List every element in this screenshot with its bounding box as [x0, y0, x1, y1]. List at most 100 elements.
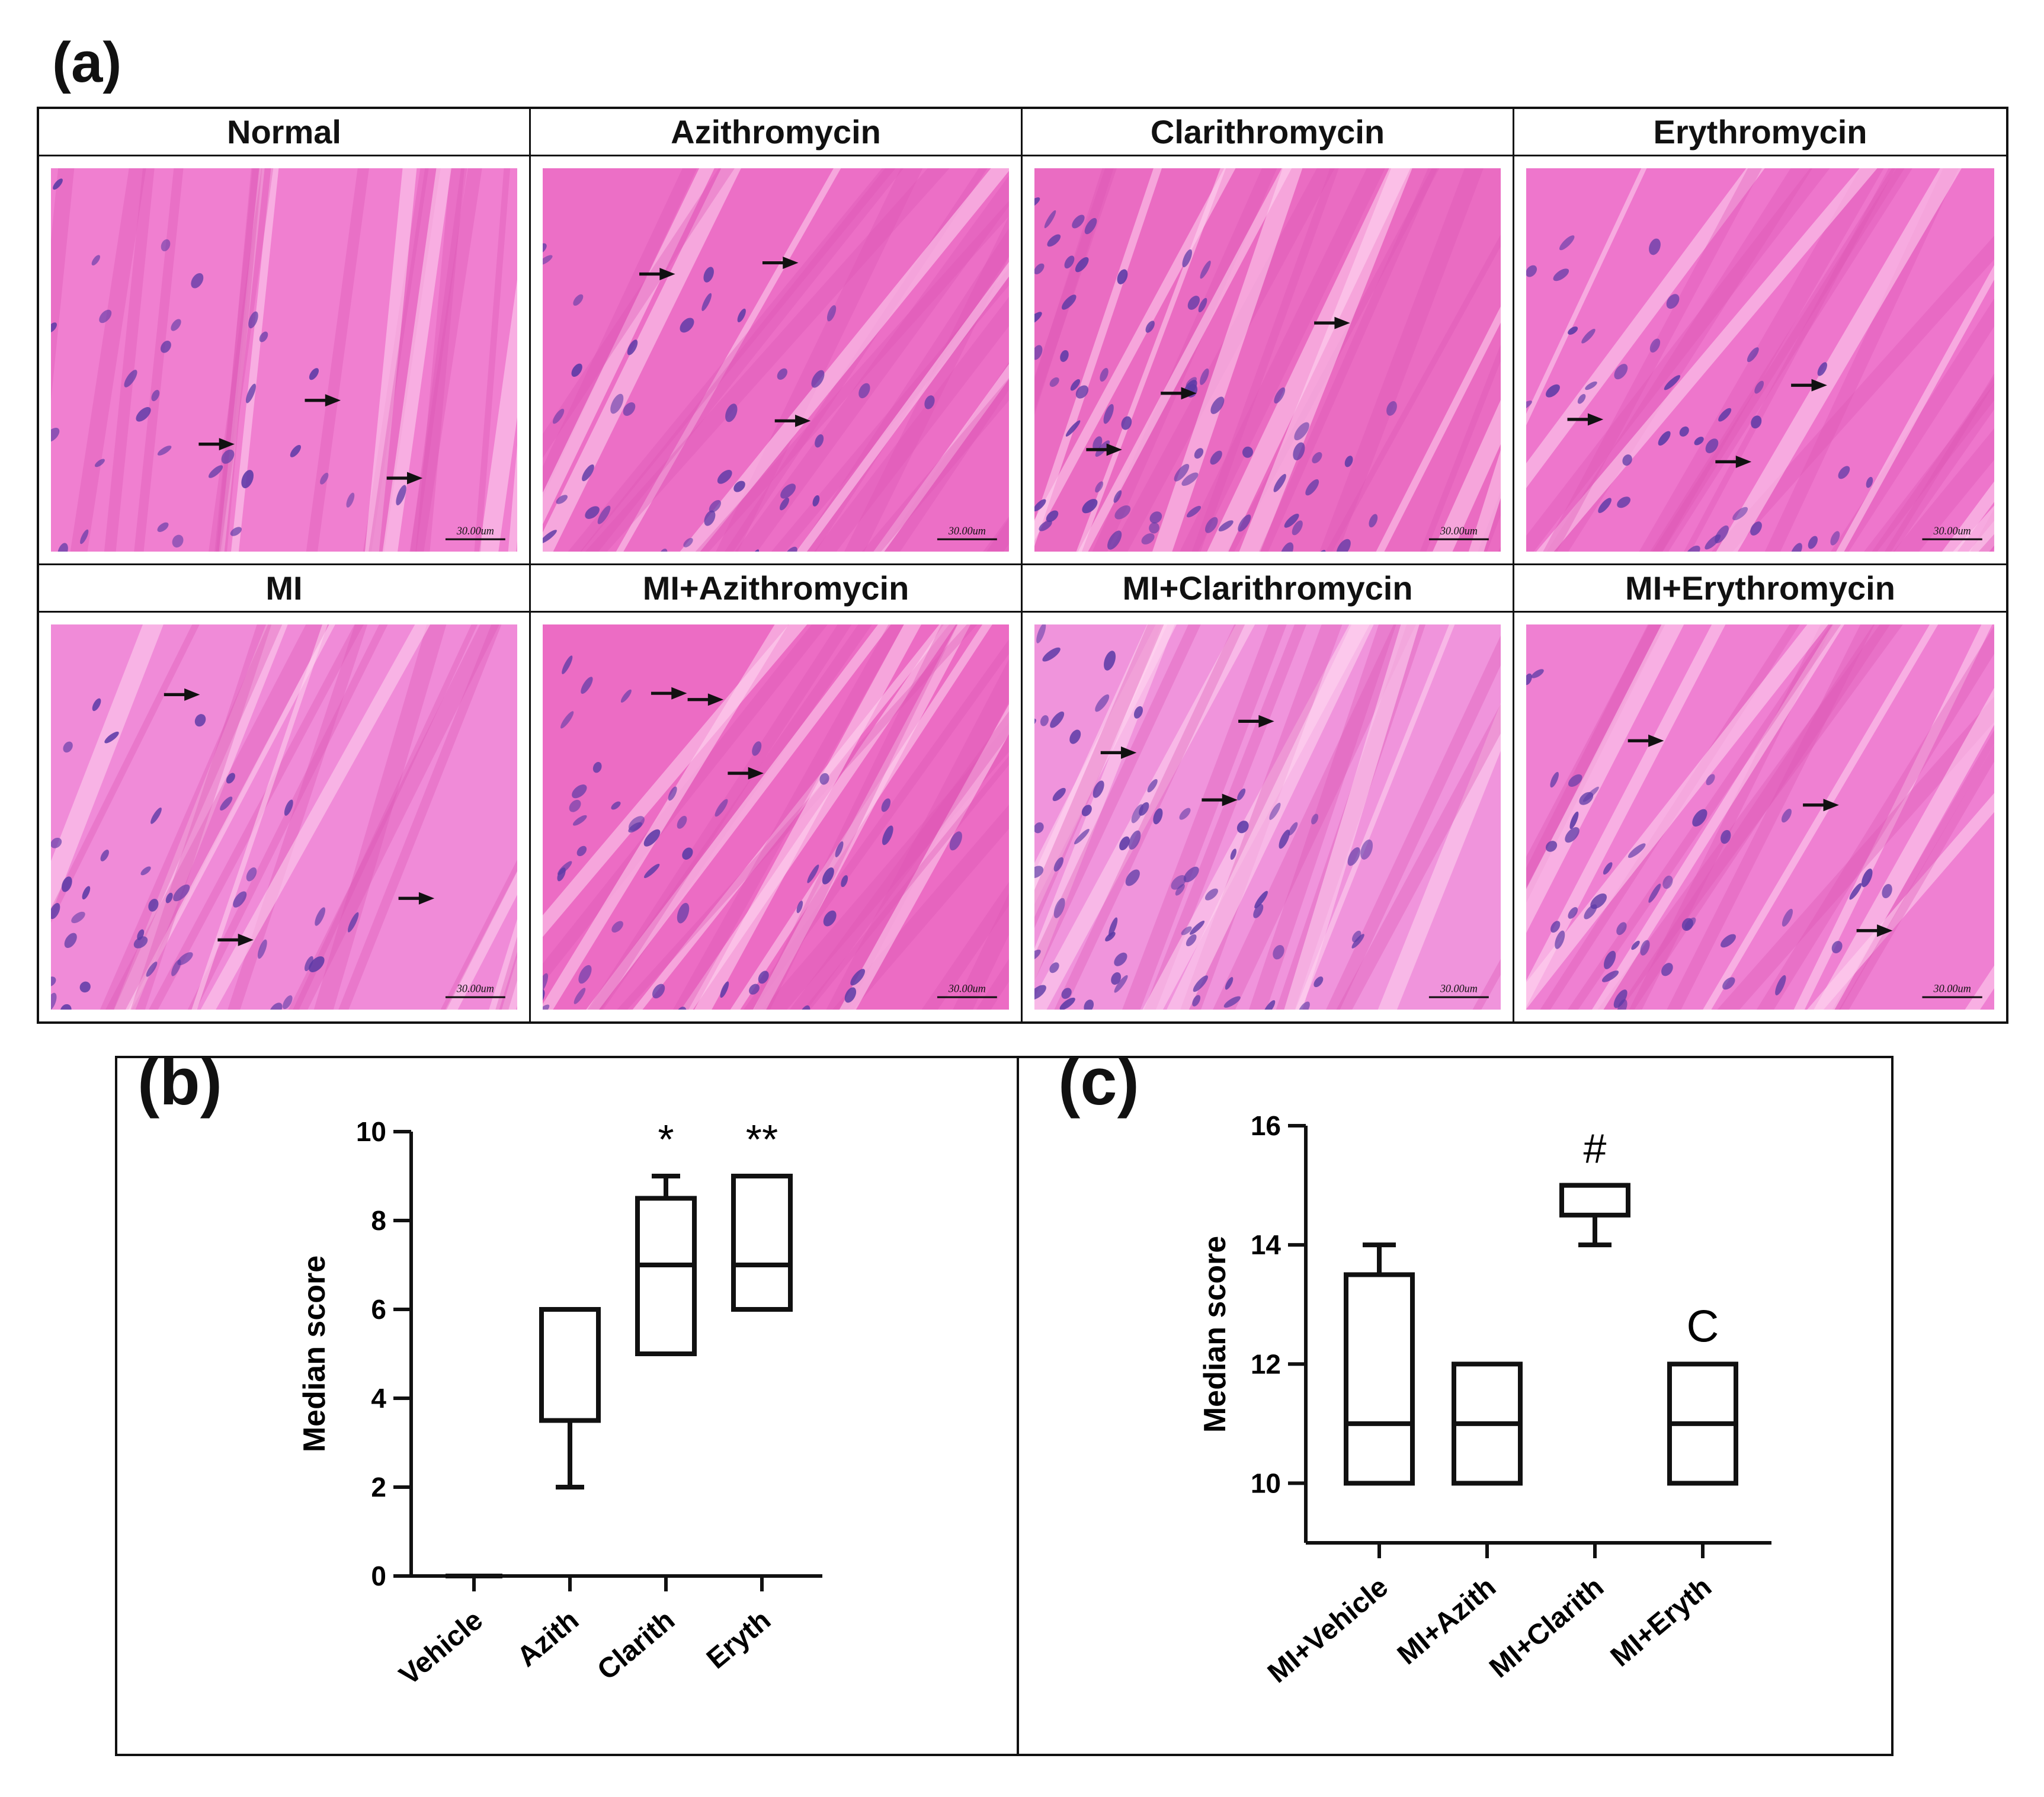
- cell-nucleus: [1722, 977, 1735, 990]
- cell-nucleus: [248, 311, 258, 329]
- cell-nucleus: [1781, 808, 1792, 823]
- tissue-fibre: [489, 919, 517, 1010]
- cell-nucleus: [1830, 531, 1840, 546]
- tissue-fibre: [134, 168, 184, 552]
- cell-nucleus: [1095, 694, 1110, 712]
- cell-nucleus: [1147, 779, 1158, 793]
- tissue-fibre: [338, 624, 502, 1010]
- cell-nucleus: [1193, 975, 1208, 992]
- cell-nucleus: [1273, 473, 1286, 492]
- tissue-fibre: [617, 624, 978, 1010]
- cell-nucleus: [1082, 499, 1098, 514]
- cell-nucleus: [1171, 875, 1187, 890]
- cell-nucleus: [1732, 507, 1748, 521]
- tissue-fibre: [814, 297, 1009, 552]
- cell-nucleus: [104, 731, 119, 744]
- cell-nucleus: [1568, 907, 1578, 919]
- micrograph-title: MI+Clarithromycin: [1023, 565, 1513, 613]
- cell-nucleus: [682, 847, 693, 860]
- cell-nucleus: [80, 529, 89, 544]
- cell-nucleus: [858, 383, 870, 399]
- tissue-fibre: [1756, 626, 1994, 1010]
- cell-nucleus: [1882, 883, 1892, 899]
- panel-b-label: (b): [137, 1045, 223, 1119]
- cell-nucleus: [208, 465, 223, 478]
- cell-nucleus: [53, 178, 63, 190]
- cell-nucleus: [1775, 975, 1786, 995]
- arrow-marker-icon: [795, 414, 811, 427]
- cell-nucleus: [137, 929, 145, 940]
- micrograph-image: 30.00um: [1526, 624, 1994, 1010]
- cell-nucleus: [1040, 715, 1049, 726]
- tissue-fibre: [844, 216, 1009, 552]
- cell-nucleus: [1198, 297, 1207, 313]
- tissue-fibre: [1814, 687, 1994, 1010]
- cell-nucleus: [1141, 533, 1155, 544]
- cell-nucleus: [1661, 963, 1673, 976]
- cell-nucleus: [1114, 505, 1131, 520]
- cell-nucleus: [623, 402, 636, 416]
- panel-a-label: (a): [52, 31, 122, 94]
- y-tick-label: 10: [356, 1116, 386, 1147]
- cell-nucleus: [62, 876, 72, 892]
- tissue-fibre: [1526, 624, 1828, 1010]
- micrograph-grid: Normal 30.00um Azithromycin 30.00um Clar…: [37, 107, 2008, 1024]
- cell-nucleus: [643, 863, 660, 879]
- cell-nucleus: [1273, 944, 1284, 960]
- y-tick-label: 2: [371, 1472, 386, 1503]
- tissue-fibre: [1526, 624, 1665, 903]
- cell-nucleus: [677, 902, 690, 924]
- cell-nucleus: [1074, 829, 1090, 844]
- cell-nucleus: [1107, 530, 1122, 550]
- cell-nucleus: [1631, 940, 1640, 950]
- arrow-marker-icon: [1121, 746, 1137, 759]
- tissue-fibre: [474, 168, 511, 552]
- cell-nucleus: [51, 427, 60, 443]
- cell-nucleus: [1174, 463, 1190, 482]
- cell-nucleus: [1125, 869, 1140, 886]
- tissue-fibre: [1650, 168, 1905, 552]
- cell-nucleus: [1360, 839, 1373, 860]
- tissue-fibre: [1526, 168, 1830, 552]
- cell-nucleus: [841, 875, 848, 888]
- cell-nucleus: [173, 884, 190, 902]
- tissue-fibre: [881, 361, 1009, 552]
- tissue-fibre: [1872, 377, 1994, 552]
- cell-nucleus: [309, 368, 319, 380]
- cell-nucleus: [1640, 940, 1650, 956]
- cell-nucleus: [1049, 962, 1059, 973]
- arrow-marker-icon: [1823, 799, 1839, 812]
- arrow-marker-icon: [1735, 455, 1752, 468]
- cell-nucleus: [949, 831, 962, 851]
- micrograph-title: Erythromycin: [1514, 109, 2006, 156]
- cell-nucleus: [1831, 941, 1843, 953]
- tissue-fibre: [410, 168, 467, 552]
- cell-nucleus: [1179, 808, 1191, 820]
- tissue-fibre: [680, 168, 1009, 552]
- cell-nucleus: [796, 901, 803, 914]
- cell-nucleus: [1721, 934, 1736, 948]
- cell-nucleus: [1614, 364, 1628, 380]
- cell-nucleus: [1838, 466, 1850, 479]
- tissue-fibre: [1034, 624, 1201, 982]
- tissue-fibre: [1716, 168, 1962, 552]
- cell-nucleus: [1052, 787, 1066, 802]
- cell-nucleus: [1182, 249, 1192, 268]
- cell-nucleus: [171, 959, 181, 976]
- cell-nucleus: [1036, 624, 1046, 643]
- cell-nucleus: [1664, 375, 1681, 390]
- y-tick-label: 16: [1251, 1110, 1281, 1141]
- tissue-fibre: [1793, 624, 1992, 1010]
- cell-nucleus: [611, 801, 621, 810]
- cell-nucleus: [136, 407, 151, 422]
- cell-nucleus: [1311, 813, 1319, 825]
- micrograph-cell: MI+Erythromycin 30.00um: [1514, 565, 2006, 1021]
- cell-nucleus: [543, 530, 557, 544]
- cell-nucleus: [1351, 934, 1364, 949]
- cell-nucleus: [1075, 257, 1089, 273]
- box-body: [731, 1174, 793, 1312]
- cell-nucleus: [1604, 950, 1616, 969]
- significance-annotation: *: [658, 1116, 674, 1162]
- tissue-fibre: [587, 624, 852, 1010]
- cell-nucleus: [1053, 898, 1065, 918]
